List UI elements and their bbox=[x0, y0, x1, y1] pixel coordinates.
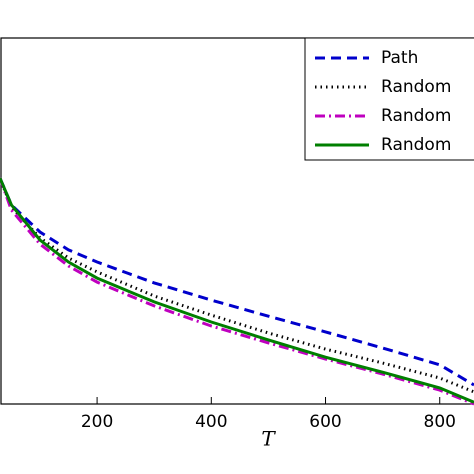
legend-label: Path bbox=[381, 48, 418, 68]
legend-label: Random bbox=[381, 106, 451, 126]
series-line bbox=[0, 177, 474, 387]
legend-label: Random bbox=[381, 77, 451, 97]
series-line bbox=[0, 177, 474, 394]
series-line bbox=[0, 177, 474, 406]
x-tick-label: 200 bbox=[81, 412, 113, 432]
legend-label: Random bbox=[381, 135, 451, 155]
x-axis-label: T bbox=[261, 427, 276, 451]
series-line bbox=[0, 177, 474, 404]
x-tick-label: 400 bbox=[195, 412, 227, 432]
x-tick-label: 800 bbox=[424, 412, 456, 432]
plot-frame bbox=[0, 37, 474, 405]
x-tick-label: 600 bbox=[309, 412, 341, 432]
